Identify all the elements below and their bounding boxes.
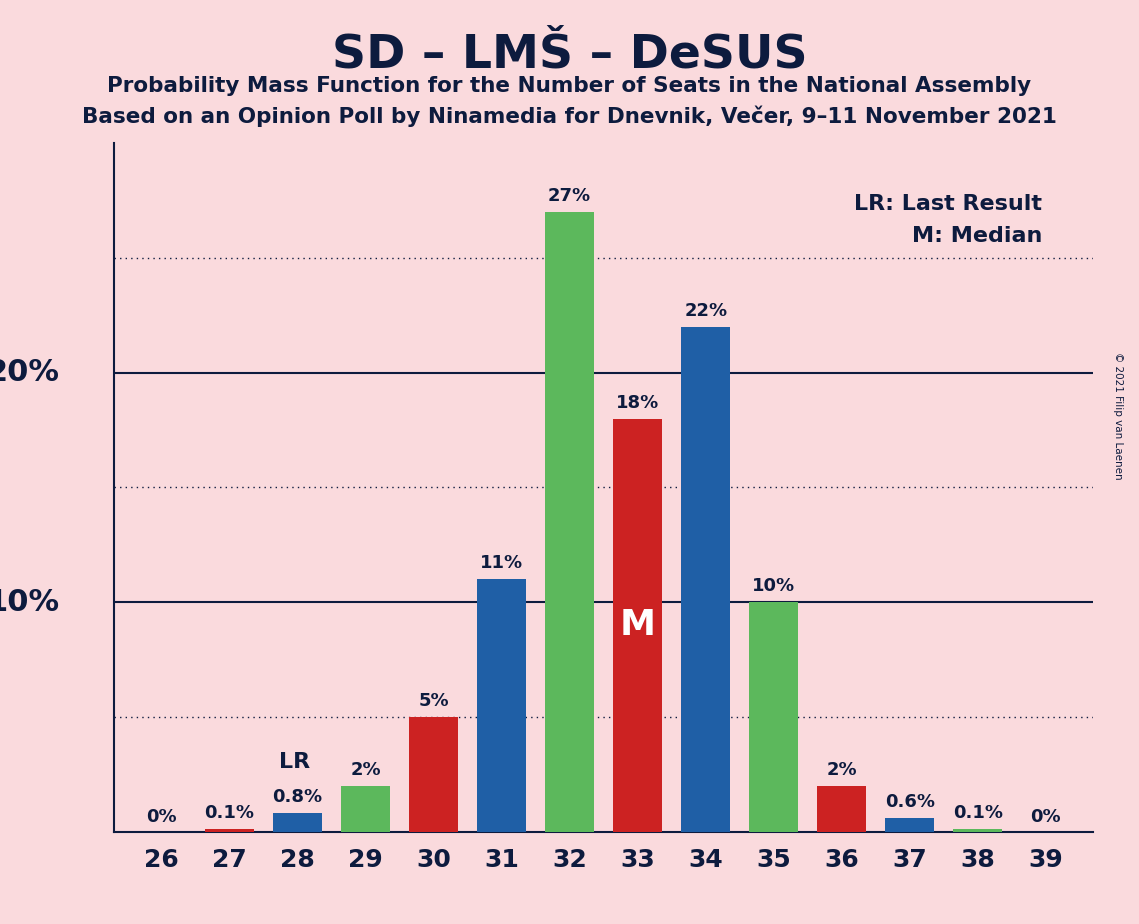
Bar: [885, 818, 934, 832]
Text: 20%: 20%: [0, 359, 60, 387]
Bar: [409, 717, 458, 832]
Text: 5%: 5%: [418, 692, 449, 710]
Text: 0.8%: 0.8%: [272, 788, 322, 807]
Text: 27%: 27%: [548, 188, 591, 205]
Bar: [341, 785, 390, 832]
Text: LR: Last Result: LR: Last Result: [854, 194, 1042, 214]
Text: 10%: 10%: [752, 578, 795, 595]
Text: SD – LMŠ – DeSUS: SD – LMŠ – DeSUS: [331, 32, 808, 78]
Text: © 2021 Filip van Laenen: © 2021 Filip van Laenen: [1114, 352, 1123, 480]
Text: 2%: 2%: [827, 760, 857, 779]
Bar: [205, 830, 254, 832]
Text: 18%: 18%: [616, 394, 659, 412]
Text: 0.6%: 0.6%: [885, 793, 935, 811]
Text: 0.1%: 0.1%: [205, 805, 254, 822]
Text: 11%: 11%: [480, 554, 523, 572]
Bar: [818, 785, 867, 832]
Text: 10%: 10%: [0, 588, 60, 616]
Text: Based on an Opinion Poll by Ninamedia for Dnevnik, Večer, 9–11 November 2021: Based on an Opinion Poll by Ninamedia fo…: [82, 105, 1057, 127]
Bar: [613, 419, 662, 832]
Bar: [477, 579, 526, 832]
Text: Probability Mass Function for the Number of Seats in the National Assembly: Probability Mass Function for the Number…: [107, 76, 1032, 96]
Text: 0.1%: 0.1%: [953, 805, 1002, 822]
Text: 2%: 2%: [351, 760, 380, 779]
Text: M: M: [620, 608, 656, 642]
Bar: [953, 830, 1002, 832]
Text: M: Median: M: Median: [912, 226, 1042, 247]
Text: 0%: 0%: [146, 808, 177, 826]
Text: 0%: 0%: [1031, 808, 1062, 826]
Text: LR: LR: [279, 752, 310, 772]
Bar: [749, 602, 798, 832]
Bar: [546, 213, 595, 832]
Bar: [681, 327, 730, 832]
Bar: [273, 813, 322, 832]
Text: 22%: 22%: [685, 302, 728, 320]
